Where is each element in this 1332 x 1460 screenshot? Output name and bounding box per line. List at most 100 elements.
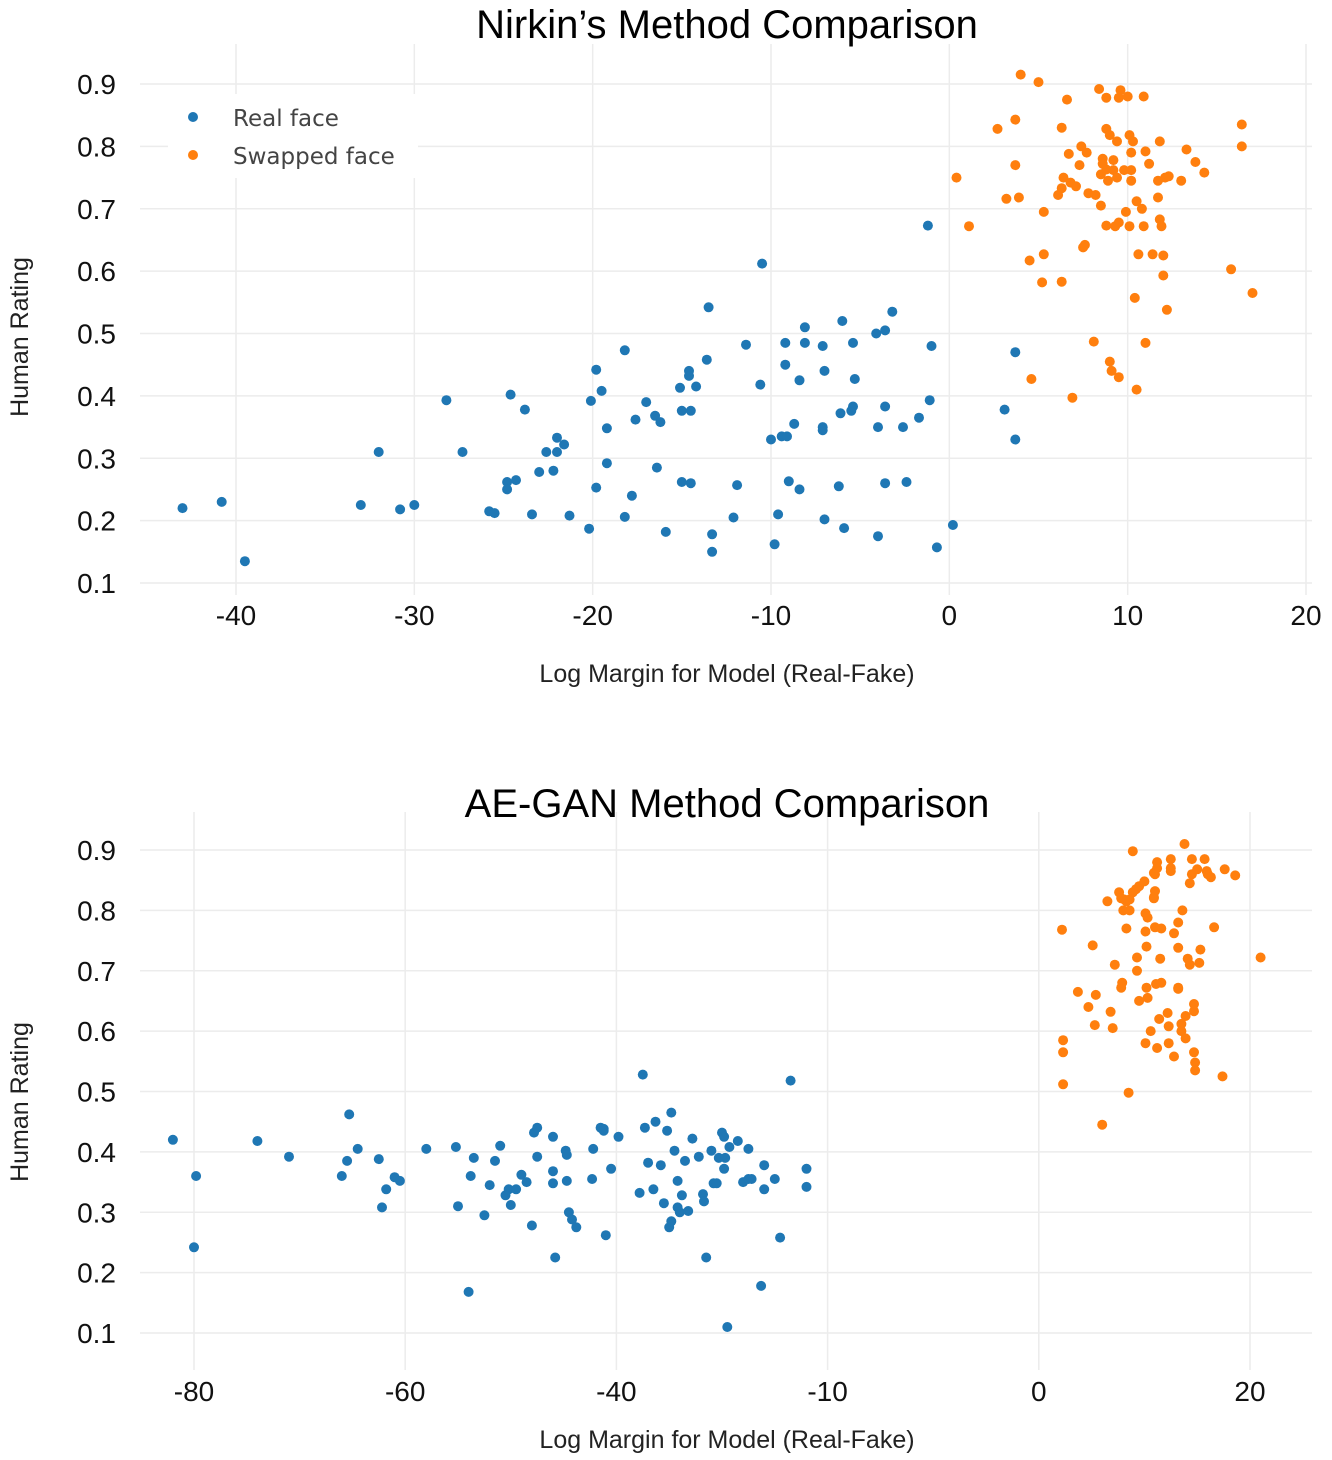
y-tick-label: 0.3 <box>77 443 116 474</box>
swapped-face-point <box>1121 923 1132 934</box>
real-face-point <box>637 1069 648 1080</box>
swapped-face-point <box>1038 206 1049 217</box>
swapped-face-point <box>1126 175 1137 186</box>
swapped-face-point <box>1142 912 1153 923</box>
swapped-face-point <box>1010 160 1021 171</box>
swapped-face-point <box>1033 77 1044 88</box>
real-face-point <box>785 1075 796 1086</box>
real-face-point <box>606 1163 617 1174</box>
swapped-face-point <box>1158 250 1169 261</box>
swapped-face-point <box>1083 1002 1094 1012</box>
real-face-point <box>548 1178 558 1189</box>
swapped-face-point <box>1209 922 1220 933</box>
real-face-point <box>931 542 942 553</box>
swapped-face-point <box>1152 857 1163 868</box>
swapped-face-point <box>1037 277 1048 288</box>
swapped-face-point <box>1141 941 1152 952</box>
real-face-point <box>655 1160 666 1171</box>
swapped-face-point <box>1144 158 1155 169</box>
swapped-face-point <box>1132 965 1142 976</box>
swapped-face-point <box>1153 192 1163 203</box>
real-face-point <box>502 484 513 495</box>
real-face-point <box>819 365 830 376</box>
swapped-face-point <box>1142 992 1153 1003</box>
real-face-point <box>780 337 791 348</box>
real-face-point <box>848 337 858 348</box>
real-face-point <box>534 467 545 477</box>
real-face-point <box>643 1157 654 1168</box>
real-face-point <box>526 1220 537 1231</box>
swapped-face-point <box>1067 392 1078 403</box>
real-face-point <box>1010 347 1021 358</box>
plot-background <box>140 810 1312 1370</box>
real-face-point <box>676 405 687 416</box>
real-face-point <box>571 1222 582 1233</box>
real-face-point <box>336 1171 347 1181</box>
real-face-point <box>409 500 420 510</box>
real-face-point <box>914 412 924 423</box>
real-face-point <box>746 1174 757 1184</box>
y-tick-label: 0.4 <box>77 1137 116 1168</box>
real-face-point <box>799 322 810 333</box>
real-face-point <box>394 1175 405 1186</box>
real-face-point <box>672 1175 683 1186</box>
swapped-face-point <box>1104 356 1115 367</box>
real-face-point <box>532 1122 543 1133</box>
swapped-face-point <box>1136 203 1147 214</box>
real-face-point <box>591 364 602 375</box>
real-face-point <box>757 258 768 269</box>
swapped-face-point <box>1102 896 1113 907</box>
real-face-point <box>703 302 714 313</box>
legend-background <box>168 94 418 178</box>
chart-title: Nirkin’s Method Comparison <box>476 3 978 47</box>
swapped-face-point <box>1058 172 1069 183</box>
real-face-point <box>880 401 891 412</box>
real-face-point <box>666 1107 677 1118</box>
swapped-face-point <box>1140 926 1151 937</box>
real-face-point <box>639 1122 650 1133</box>
real-face-point <box>706 1145 717 1156</box>
swapped-face-point <box>1173 917 1184 928</box>
real-face-point <box>999 404 1010 415</box>
y-tick-label: 0.6 <box>77 1016 116 1047</box>
swapped-face-point <box>1152 1043 1163 1053</box>
real-face-point <box>601 458 612 469</box>
real-face-point <box>685 478 696 489</box>
swapped-face-point <box>1106 365 1117 376</box>
real-face-point <box>191 1171 202 1181</box>
real-face-point <box>728 512 739 523</box>
swapped-face-point <box>1058 1035 1069 1046</box>
real-face-point <box>381 1184 392 1195</box>
real-face-point <box>662 1125 673 1136</box>
real-face-point <box>837 316 848 326</box>
swapped-face-point <box>1133 249 1144 260</box>
real-face-point <box>732 480 743 491</box>
real-face-point <box>505 1200 516 1210</box>
swapped-face-point <box>1162 1008 1173 1018</box>
swapped-face-point <box>1132 952 1142 963</box>
swapped-face-point <box>1127 846 1138 857</box>
swapped-face-point <box>1089 1020 1100 1031</box>
real-face-point <box>511 1184 522 1195</box>
real-face-point <box>484 1180 495 1191</box>
real-face-point <box>465 1171 476 1181</box>
swapped-face-point <box>1190 1065 1201 1076</box>
real-face-point <box>766 434 776 445</box>
swapped-face-point <box>1173 983 1184 994</box>
swapped-face-point <box>1217 1071 1228 1082</box>
real-face-point <box>355 500 366 510</box>
real-face-point <box>559 439 570 450</box>
x-tick-label: 0 <box>942 600 958 631</box>
swapped-face-point <box>1058 1047 1069 1058</box>
x-tick-label: -20 <box>572 600 612 631</box>
real-face-point <box>801 1163 812 1174</box>
real-face-point <box>561 1175 572 1186</box>
real-face-point <box>819 514 830 525</box>
swapped-face-point <box>1184 878 1195 889</box>
swapped-face-point <box>1180 1033 1191 1044</box>
swapped-face-point <box>1205 872 1216 883</box>
real-face-point <box>655 417 666 428</box>
real-face-point <box>548 465 559 476</box>
swapped-face-point <box>1163 1021 1174 1032</box>
real-face-point <box>521 1177 532 1188</box>
